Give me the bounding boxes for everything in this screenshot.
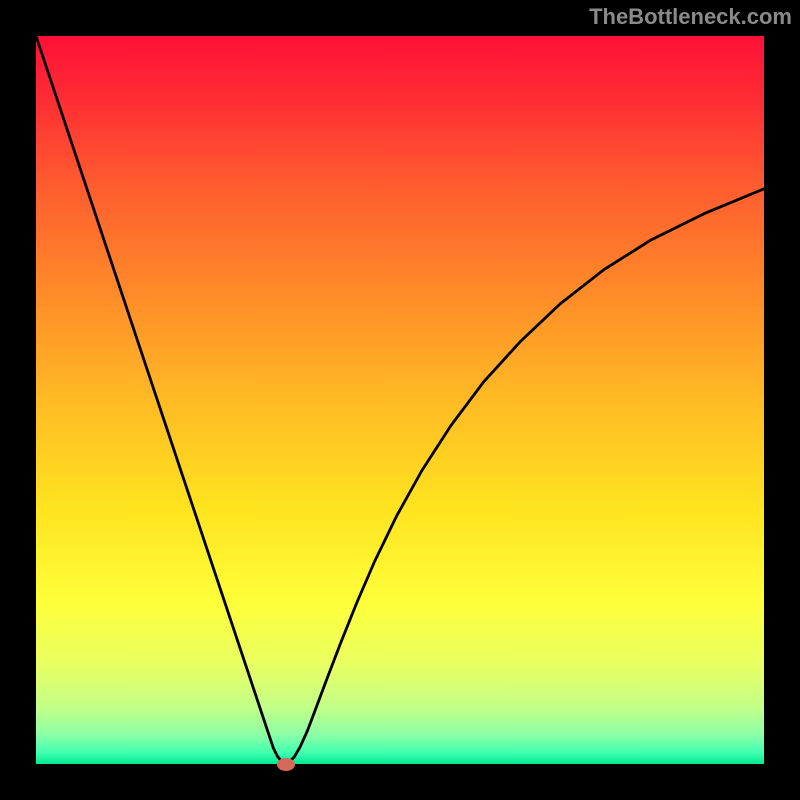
bottleneck-curve [36, 36, 764, 764]
curve-layer [36, 36, 764, 764]
chart-container: TheBottleneck.com [0, 0, 800, 800]
min-point-marker [277, 758, 295, 771]
watermark-text: TheBottleneck.com [589, 4, 792, 30]
plot-area [36, 36, 764, 764]
